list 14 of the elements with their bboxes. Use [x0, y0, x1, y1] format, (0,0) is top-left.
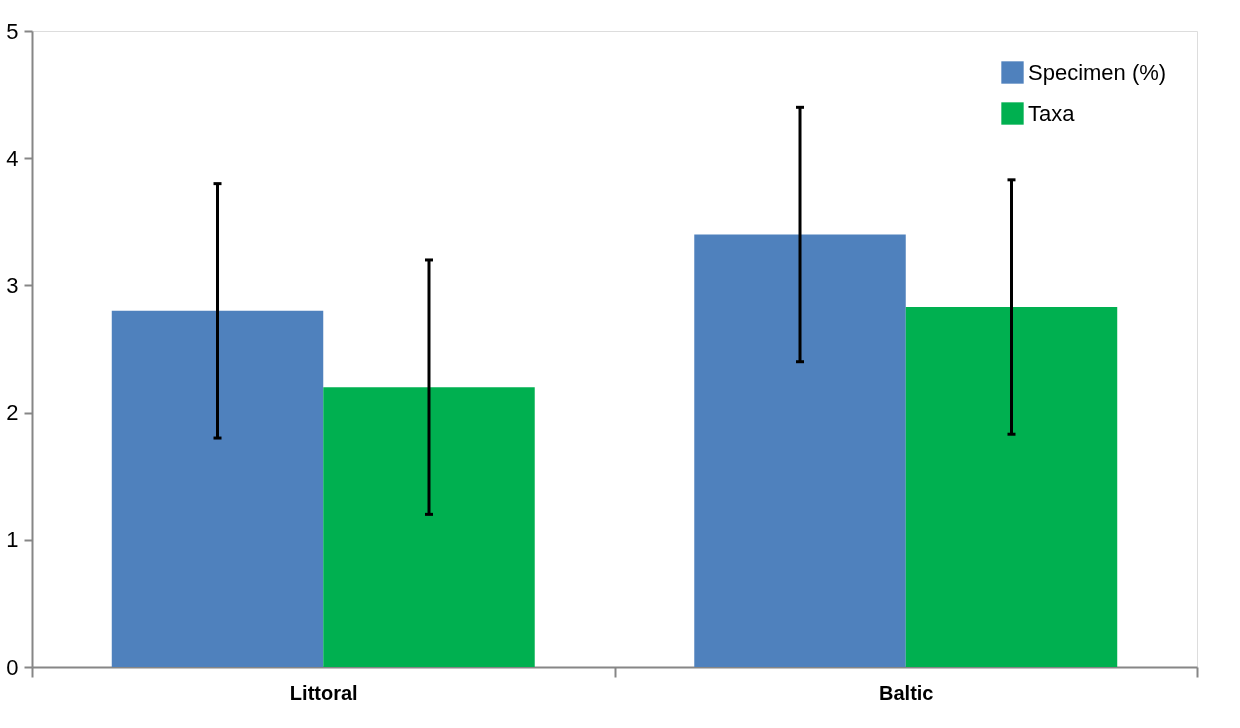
y-tick-label: 2 — [6, 400, 19, 426]
legend-label: Taxa — [1028, 100, 1076, 126]
x-tick-label: Littoral — [289, 681, 358, 704]
bar — [323, 387, 535, 667]
bar — [111, 310, 324, 667]
y-tick-label: 3 — [6, 272, 19, 298]
bar — [905, 307, 1118, 667]
bar — [694, 234, 906, 667]
y-tick-label: 4 — [6, 145, 19, 171]
x-tick-label: Baltic — [879, 681, 934, 704]
y-tick-label: 1 — [6, 527, 19, 553]
y-tick-label: 5 — [6, 18, 19, 44]
legend-label: Specimen (%) — [1028, 59, 1167, 85]
y-tick-label: 0 — [6, 654, 19, 680]
